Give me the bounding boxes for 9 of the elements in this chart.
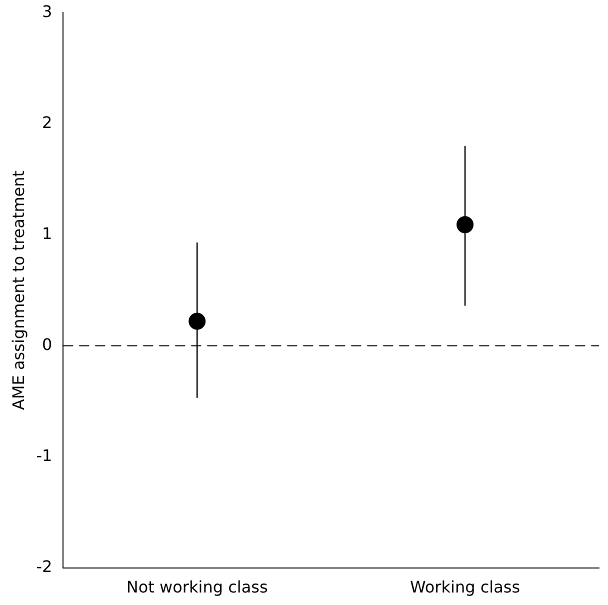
y-tick-label: 1 <box>42 224 52 243</box>
x-tick-label: Working class <box>410 578 520 597</box>
y-tick-label: -2 <box>36 556 52 576</box>
y-tick-label: -1 <box>36 446 52 465</box>
y-tick-label: 3 <box>42 2 52 21</box>
y-tick-label: 0 <box>42 334 52 354</box>
y-tick-label: 2 <box>42 112 52 132</box>
y-axis-title: AME assignment to treatment <box>8 170 28 410</box>
x-tick-label: Not working class <box>126 578 268 597</box>
